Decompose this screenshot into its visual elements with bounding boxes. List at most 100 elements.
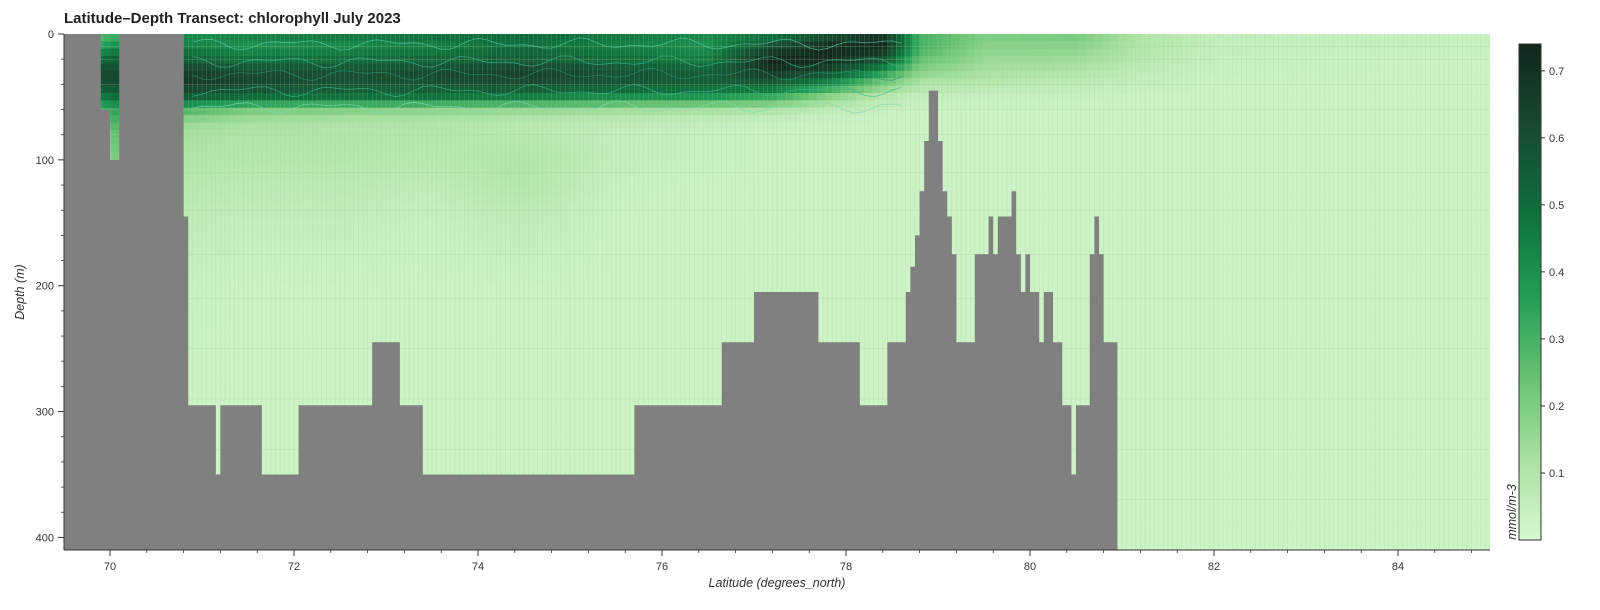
heatmap-cell: [1070, 122, 1079, 131]
heatmap-cell: [372, 122, 382, 131]
heatmap-cell: [571, 41, 580, 50]
heatmap-cell: [792, 174, 802, 183]
heatmap-cell: [911, 203, 921, 212]
heatmap-cell: [491, 181, 501, 190]
heatmap-cell: [769, 159, 778, 168]
heatmap-cell: [269, 70, 279, 79]
heatmap-cell: [1101, 174, 1111, 183]
heatmap-cell: [769, 181, 778, 190]
heatmap-cell: [1331, 56, 1341, 65]
heatmap-cell: [1355, 85, 1364, 94]
heatmap-cell: [1133, 78, 1143, 87]
heatmap-cell: [1244, 137, 1253, 146]
heatmap-cell: [1188, 100, 1198, 109]
heatmap-cell: [1054, 210, 1063, 219]
heatmap-cell: [1093, 129, 1103, 138]
heatmap-cell: [452, 70, 461, 79]
heatmap-cell: [1252, 159, 1261, 168]
heatmap-cell: [816, 92, 826, 101]
heatmap-cell: [277, 203, 287, 212]
heatmap-cell: [515, 188, 525, 197]
heatmap-cell: [1038, 137, 1047, 146]
heatmap-cell: [800, 174, 810, 183]
heatmap-cell: [254, 196, 263, 205]
heatmap-cell: [800, 100, 810, 109]
heatmap-cell: [333, 92, 342, 101]
heatmap-cell: [301, 203, 311, 212]
heatmap-cell: [507, 100, 517, 109]
heatmap-cell: [571, 70, 580, 79]
heatmap-cell: [475, 41, 485, 50]
heatmap-cell: [650, 137, 659, 146]
heatmap-cell: [1355, 225, 1364, 234]
heatmap-cell: [824, 122, 834, 131]
heatmap-cell: [571, 210, 580, 219]
heatmap-cell: [761, 203, 770, 212]
heatmap-cell: [1141, 196, 1150, 205]
heatmap-cell: [951, 159, 960, 168]
heatmap-cell: [1093, 56, 1103, 65]
heatmap-cell: [341, 210, 350, 219]
heatmap-cell: [190, 56, 200, 65]
heatmap-cell: [1307, 225, 1317, 234]
heatmap-cell: [1426, 225, 1436, 234]
heatmap-cell: [111, 48, 121, 57]
heatmap-cell: [1252, 78, 1261, 87]
heatmap-cell: [468, 129, 477, 138]
heatmap-cell: [800, 151, 810, 160]
heatmap-cell: [586, 174, 596, 183]
heatmap-cell: [800, 122, 810, 131]
heatmap-cell: [285, 78, 295, 87]
heatmap-cell: [927, 41, 937, 50]
heatmap-cell: [420, 92, 430, 101]
heatmap-cell: [792, 92, 802, 101]
heatmap-cell: [1157, 63, 1166, 72]
heatmap-cell: [1434, 48, 1444, 57]
heatmap-cell: [285, 48, 295, 57]
heatmap-cell: [1466, 137, 1475, 146]
heatmap-cell: [246, 100, 255, 109]
heatmap-cell: [254, 151, 263, 160]
heatmap-cell: [198, 41, 208, 50]
heatmap-cell: [753, 218, 762, 227]
heatmap-cell: [277, 233, 287, 241]
heatmap-cell: [1434, 203, 1444, 212]
heatmap-cell: [674, 85, 683, 94]
heatmap-cell: [1101, 137, 1111, 146]
heatmap-cell: [1014, 196, 1024, 205]
heatmap-cell: [840, 129, 849, 138]
heatmap-cell: [206, 107, 216, 116]
heatmap-cell: [269, 48, 279, 57]
heatmap-cell: [523, 218, 533, 227]
heatmap-cell: [436, 122, 445, 131]
heatmap-cell: [864, 225, 873, 234]
heatmap-cell: [1101, 107, 1111, 116]
heatmap-cell: [777, 85, 786, 94]
heatmap-cell: [230, 78, 239, 87]
heatmap-cell: [1284, 203, 1293, 212]
heatmap-cell: [1339, 166, 1348, 175]
heatmap-cell: [1038, 70, 1047, 79]
heatmap-cell: [610, 34, 620, 42]
heatmap-cell: [998, 48, 1008, 57]
heatmap-cell: [1418, 56, 1428, 65]
heatmap-cell: [309, 85, 319, 94]
heatmap-cell: [412, 115, 422, 124]
heatmap-cell: [777, 63, 786, 72]
heatmap-cell: [903, 159, 913, 168]
heatmap-cell: [357, 137, 366, 146]
heatmap-cell: [468, 159, 477, 168]
heatmap-cell: [254, 181, 263, 190]
heatmap-cell: [293, 115, 303, 124]
heatmap-cell: [634, 48, 643, 57]
heatmap-cell: [372, 115, 382, 124]
heatmap-cell: [333, 196, 342, 205]
heatmap-cell: [111, 107, 121, 116]
heatmap-cell: [1046, 122, 1055, 131]
heatmap-cell: [1212, 151, 1222, 160]
heatmap-cell: [539, 218, 548, 227]
heatmap-cell: [1188, 196, 1198, 205]
heatmap-cell: [1085, 181, 1095, 190]
heatmap-cell: [674, 151, 683, 160]
heatmap-cell: [214, 41, 224, 50]
